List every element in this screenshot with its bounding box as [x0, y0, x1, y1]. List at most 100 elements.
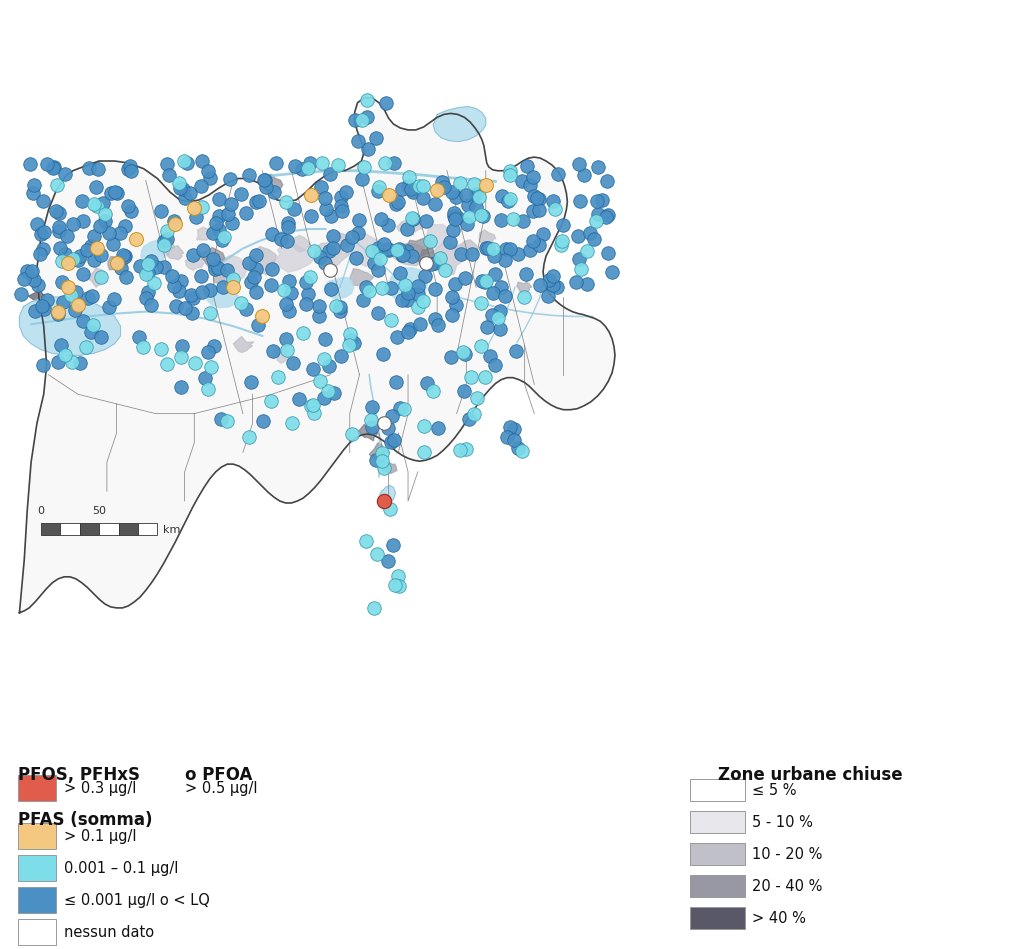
Point	[303, 209, 319, 224]
Point	[311, 374, 328, 389]
Point	[216, 230, 232, 245]
Polygon shape	[427, 241, 470, 274]
Polygon shape	[233, 337, 254, 352]
Point	[50, 206, 67, 221]
Point	[317, 190, 334, 205]
Point	[214, 232, 230, 247]
Point	[281, 303, 297, 318]
Point	[374, 446, 390, 461]
Point	[412, 317, 428, 332]
Polygon shape	[381, 462, 397, 474]
Polygon shape	[479, 230, 496, 245]
Point	[116, 250, 132, 265]
Point	[80, 290, 96, 306]
Point	[173, 380, 189, 395]
Point	[394, 248, 411, 263]
Point	[182, 185, 199, 200]
Point	[70, 252, 86, 268]
Point	[391, 579, 408, 594]
Point	[75, 267, 91, 282]
Polygon shape	[517, 282, 531, 292]
Polygon shape	[271, 239, 315, 272]
Text: > 0.1 μg/l: > 0.1 μg/l	[63, 828, 136, 844]
Point	[202, 170, 218, 185]
Text: > 0.3 μg/l: > 0.3 μg/l	[63, 781, 136, 795]
Point	[390, 195, 407, 210]
Point	[147, 259, 164, 274]
Point	[362, 412, 379, 427]
Point	[510, 247, 526, 262]
Point	[176, 190, 193, 205]
Point	[418, 214, 434, 229]
Polygon shape	[185, 257, 204, 270]
Point	[485, 241, 502, 256]
Point	[321, 243, 337, 258]
Text: PFOS, PFHxS: PFOS, PFHxS	[18, 766, 140, 784]
Point	[96, 206, 113, 221]
Text: 0: 0	[37, 506, 44, 515]
Point	[83, 238, 99, 253]
Point	[389, 568, 406, 584]
Point	[200, 344, 216, 359]
Point	[153, 342, 169, 357]
Point	[447, 297, 464, 312]
Bar	[41, 524, 60, 535]
Point	[218, 263, 234, 278]
Point	[449, 209, 465, 224]
Point	[72, 249, 88, 264]
Point	[370, 241, 386, 256]
Point	[532, 277, 549, 292]
Polygon shape	[380, 486, 395, 503]
Polygon shape	[350, 233, 392, 267]
Point	[386, 433, 402, 448]
Point	[65, 251, 81, 267]
Point	[316, 255, 333, 270]
Point	[541, 272, 557, 288]
Point	[410, 287, 426, 302]
Point	[300, 160, 316, 176]
Point	[518, 267, 535, 282]
Point	[344, 229, 360, 244]
Point	[210, 260, 226, 275]
Point	[333, 190, 349, 205]
Point	[382, 501, 398, 516]
Point	[153, 203, 169, 218]
Point	[383, 280, 399, 295]
Point	[521, 177, 538, 193]
Point	[248, 195, 264, 210]
Point	[194, 284, 210, 299]
Point	[206, 261, 222, 276]
Point	[443, 307, 460, 323]
Point	[50, 307, 67, 322]
Point	[383, 312, 399, 327]
Polygon shape	[19, 98, 615, 613]
Point	[376, 493, 392, 509]
Point	[46, 159, 62, 175]
Point	[461, 209, 477, 224]
Point	[427, 281, 443, 296]
Point	[312, 179, 329, 195]
Point	[404, 249, 421, 264]
Point	[410, 278, 426, 293]
Point	[52, 338, 69, 353]
Point	[172, 180, 188, 195]
Point	[416, 444, 432, 459]
Point	[59, 280, 76, 295]
Point	[264, 226, 281, 241]
Point	[479, 241, 496, 256]
Point	[473, 207, 489, 222]
Point	[26, 186, 42, 201]
Point	[385, 537, 401, 552]
Point	[35, 242, 51, 257]
Point	[554, 233, 570, 249]
Point	[75, 214, 91, 229]
Point	[311, 250, 328, 265]
Point	[355, 293, 372, 308]
Point	[598, 210, 614, 225]
Point	[364, 419, 380, 435]
Point	[599, 174, 615, 189]
Polygon shape	[455, 240, 477, 256]
Point	[396, 277, 413, 292]
Point	[355, 159, 372, 175]
Point	[457, 270, 473, 286]
